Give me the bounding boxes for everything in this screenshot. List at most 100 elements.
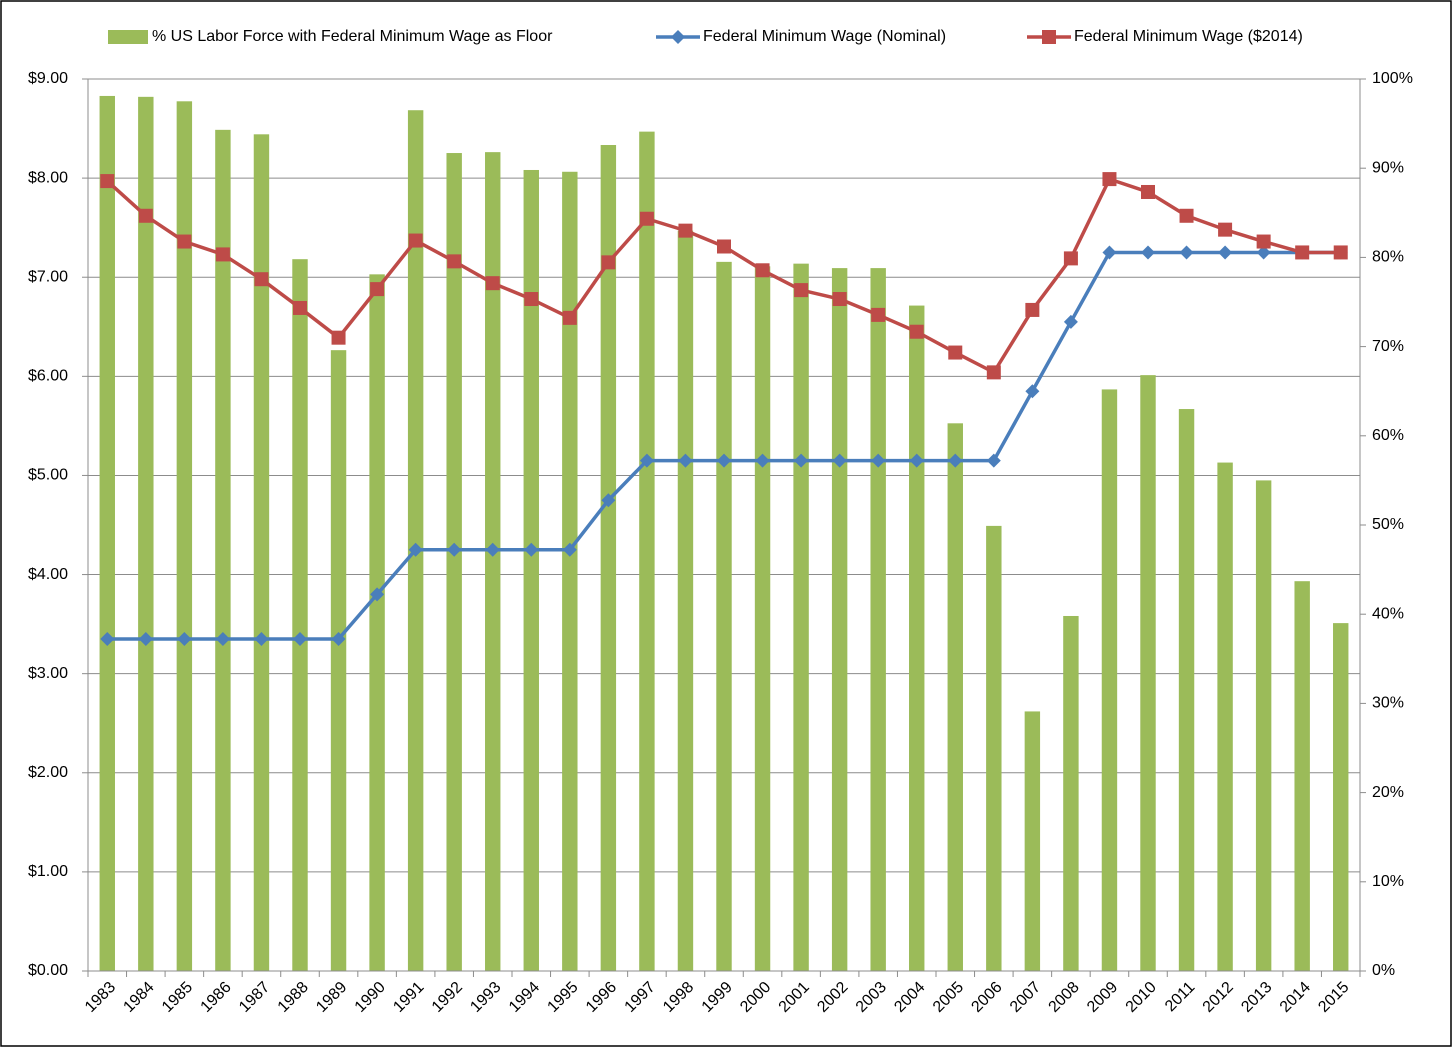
y2-tick-label: 0%: [1372, 962, 1395, 979]
marker: [794, 453, 809, 468]
line-layer: [100, 172, 1348, 646]
bar: [1140, 375, 1156, 971]
marker: [1218, 222, 1233, 237]
marker: [1179, 208, 1194, 223]
marker: [601, 493, 616, 508]
bar: [369, 274, 385, 971]
bar: [292, 259, 308, 972]
marker: [794, 283, 809, 298]
marker: [639, 453, 654, 468]
marker: [370, 587, 385, 602]
bar: [330, 350, 347, 972]
bar: [253, 134, 270, 971]
marker: [408, 233, 423, 248]
marker: [447, 542, 462, 557]
bar: [831, 268, 848, 971]
marker: [986, 453, 1001, 468]
marker: [678, 223, 693, 238]
marker: [832, 292, 847, 307]
bar: [754, 266, 771, 971]
legend-label: Federal Minimum Wage ($2014): [1074, 28, 1303, 45]
bar: [639, 131, 655, 972]
marker: [871, 307, 886, 322]
marker: [331, 330, 346, 345]
bar: [793, 263, 809, 971]
y2-tick-label: 10%: [1372, 873, 1404, 890]
bar: [1101, 389, 1118, 971]
y2-tick-label: 80%: [1372, 249, 1404, 266]
bar: [1024, 711, 1041, 971]
marker: [948, 345, 963, 360]
legend: % US Labor Force with Federal Minimum Wa…: [108, 28, 1303, 45]
marker: [601, 255, 616, 270]
bar: [485, 152, 501, 972]
y2-tick-label: 90%: [1372, 159, 1404, 176]
marker: [485, 542, 500, 557]
y-tick-label: $7.00: [28, 268, 68, 285]
marker: [524, 542, 539, 557]
bar: [947, 423, 963, 971]
bar: [99, 95, 115, 971]
y-tick-label: $8.00: [28, 169, 68, 186]
marker: [138, 208, 153, 223]
marker: [177, 631, 192, 646]
y-tick-label: $4.00: [28, 566, 68, 583]
marker: [717, 453, 731, 468]
bar: [677, 230, 694, 971]
marker: [1333, 245, 1348, 260]
marker: [1063, 251, 1078, 266]
bar: [446, 153, 462, 971]
bar: [523, 169, 539, 971]
y-tick-label: $0.00: [28, 962, 68, 979]
marker: [986, 365, 1001, 380]
marker: [138, 631, 153, 646]
marker: [717, 239, 731, 254]
bar: [1217, 462, 1233, 971]
marker: [562, 310, 577, 325]
y2-tick-label: 60%: [1372, 427, 1404, 444]
legend-marker: [1042, 30, 1056, 44]
marker: [755, 263, 770, 278]
marker: [1025, 384, 1040, 399]
marker: [678, 453, 693, 468]
marker: [293, 300, 307, 315]
bar: [215, 129, 231, 971]
y2-tick-label: 20%: [1372, 784, 1404, 801]
marker: [408, 542, 423, 557]
legend-label: % US Labor Force with Federal Minimum Wa…: [152, 28, 553, 45]
marker: [1025, 302, 1040, 317]
y2-tick-label: 70%: [1372, 338, 1404, 355]
marker: [1141, 245, 1155, 260]
bar: [1178, 409, 1195, 971]
y-tick-label: $6.00: [28, 368, 68, 385]
marker: [254, 272, 269, 287]
y-tick-label: $9.00: [28, 70, 68, 87]
marker: [215, 247, 230, 262]
bar: [600, 145, 617, 971]
bar: [1294, 581, 1310, 971]
marker: [1063, 314, 1078, 329]
marker: [1179, 245, 1194, 260]
bar: [1333, 623, 1349, 971]
marker: [215, 631, 230, 646]
bar: [138, 96, 154, 972]
y2-tick-label: 100%: [1372, 70, 1413, 87]
marker: [331, 631, 346, 646]
bar: [986, 525, 1002, 971]
marker: [562, 542, 577, 557]
bar: [870, 268, 886, 971]
y-tick-label: $1.00: [28, 863, 68, 880]
y2-tick-label: 30%: [1372, 695, 1404, 712]
marker: [832, 453, 847, 468]
marker: [1295, 245, 1310, 260]
legend-marker: [671, 30, 685, 44]
marker: [948, 453, 963, 468]
marker: [1102, 245, 1117, 260]
bar-layer: [99, 95, 1349, 972]
marker: [909, 324, 924, 339]
marker: [177, 234, 192, 249]
marker: [1102, 172, 1117, 187]
bar: [562, 171, 578, 971]
bar: [909, 305, 925, 971]
